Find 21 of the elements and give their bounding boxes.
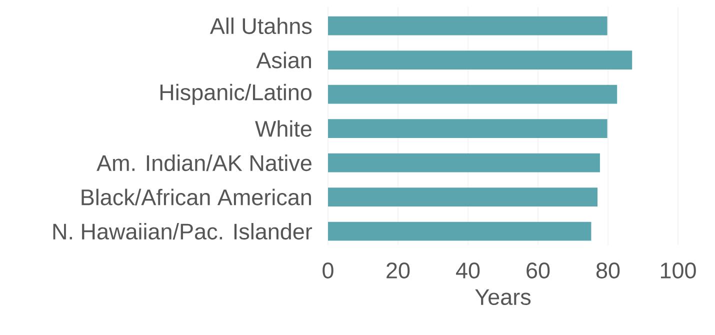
y-tick-label: Asian <box>256 52 311 68</box>
y-tick-label: N. Hawaiian/Pac. Islander <box>53 223 312 240</box>
x-axis-title: Years <box>475 289 531 306</box>
y-tick-label: White <box>255 120 312 137</box>
bar <box>328 119 608 138</box>
x-tick-label: 80 <box>596 262 620 278</box>
bar <box>328 16 608 36</box>
y-tick-label: Hispanic/Latino <box>160 84 312 105</box>
y-tick-label: All Utahns <box>210 18 312 34</box>
bar <box>328 222 592 241</box>
y-tick-label: Black/African American <box>82 188 311 206</box>
bar <box>328 50 632 70</box>
bar <box>328 153 600 172</box>
x-tick-label: 20 <box>386 262 410 278</box>
bar <box>328 84 618 104</box>
y-tick-label: Am. Indian/AK Native <box>96 154 312 172</box>
x-tick-label: 40 <box>456 262 480 278</box>
x-tick-label: 100 <box>660 262 696 278</box>
x-tick-label: 0 <box>322 262 334 278</box>
x-tick-label: 60 <box>526 262 550 278</box>
bar <box>328 188 598 206</box>
